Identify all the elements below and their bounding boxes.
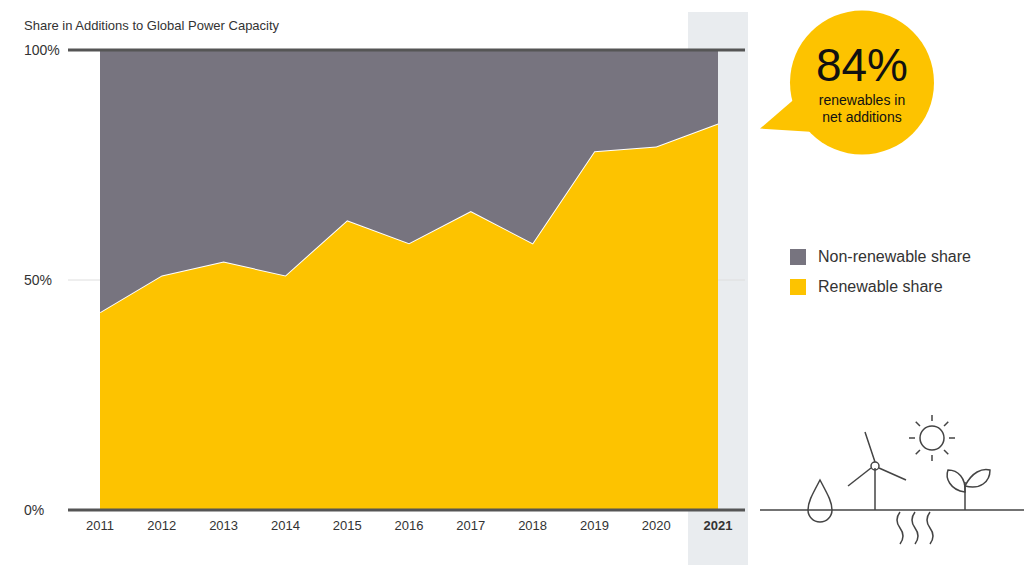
html-text:Renewable share: Renewable share — [818, 278, 943, 295]
svg-text:0%: 0% — [24, 502, 44, 518]
html-text:Non-renewable share: Non-renewable share — [818, 248, 971, 265]
svg-text:2020: 2020 — [642, 518, 671, 533]
html-text:Share in Additions to Global P: Share in Additions to Global Power Capac… — [24, 18, 280, 33]
svg-text:2018: 2018 — [518, 518, 547, 533]
svg-text:renewables in: renewables in — [819, 92, 905, 108]
svg-text:net additions: net additions — [822, 109, 901, 125]
svg-text:2012: 2012 — [147, 518, 176, 533]
svg-text:84%: 84% — [816, 39, 908, 91]
svg-text:50%: 50% — [24, 272, 52, 288]
svg-text:2014: 2014 — [271, 518, 300, 533]
svg-text:2015: 2015 — [333, 518, 362, 533]
svg-text:100%: 100% — [24, 42, 60, 58]
svg-text:2021: 2021 — [704, 518, 733, 533]
svg-text:2011: 2011 — [86, 518, 114, 533]
svg-text:2016: 2016 — [395, 518, 424, 533]
svg-text:2017: 2017 — [456, 518, 485, 533]
svg-text:2013: 2013 — [209, 518, 238, 533]
svg-text:2019: 2019 — [580, 518, 609, 533]
